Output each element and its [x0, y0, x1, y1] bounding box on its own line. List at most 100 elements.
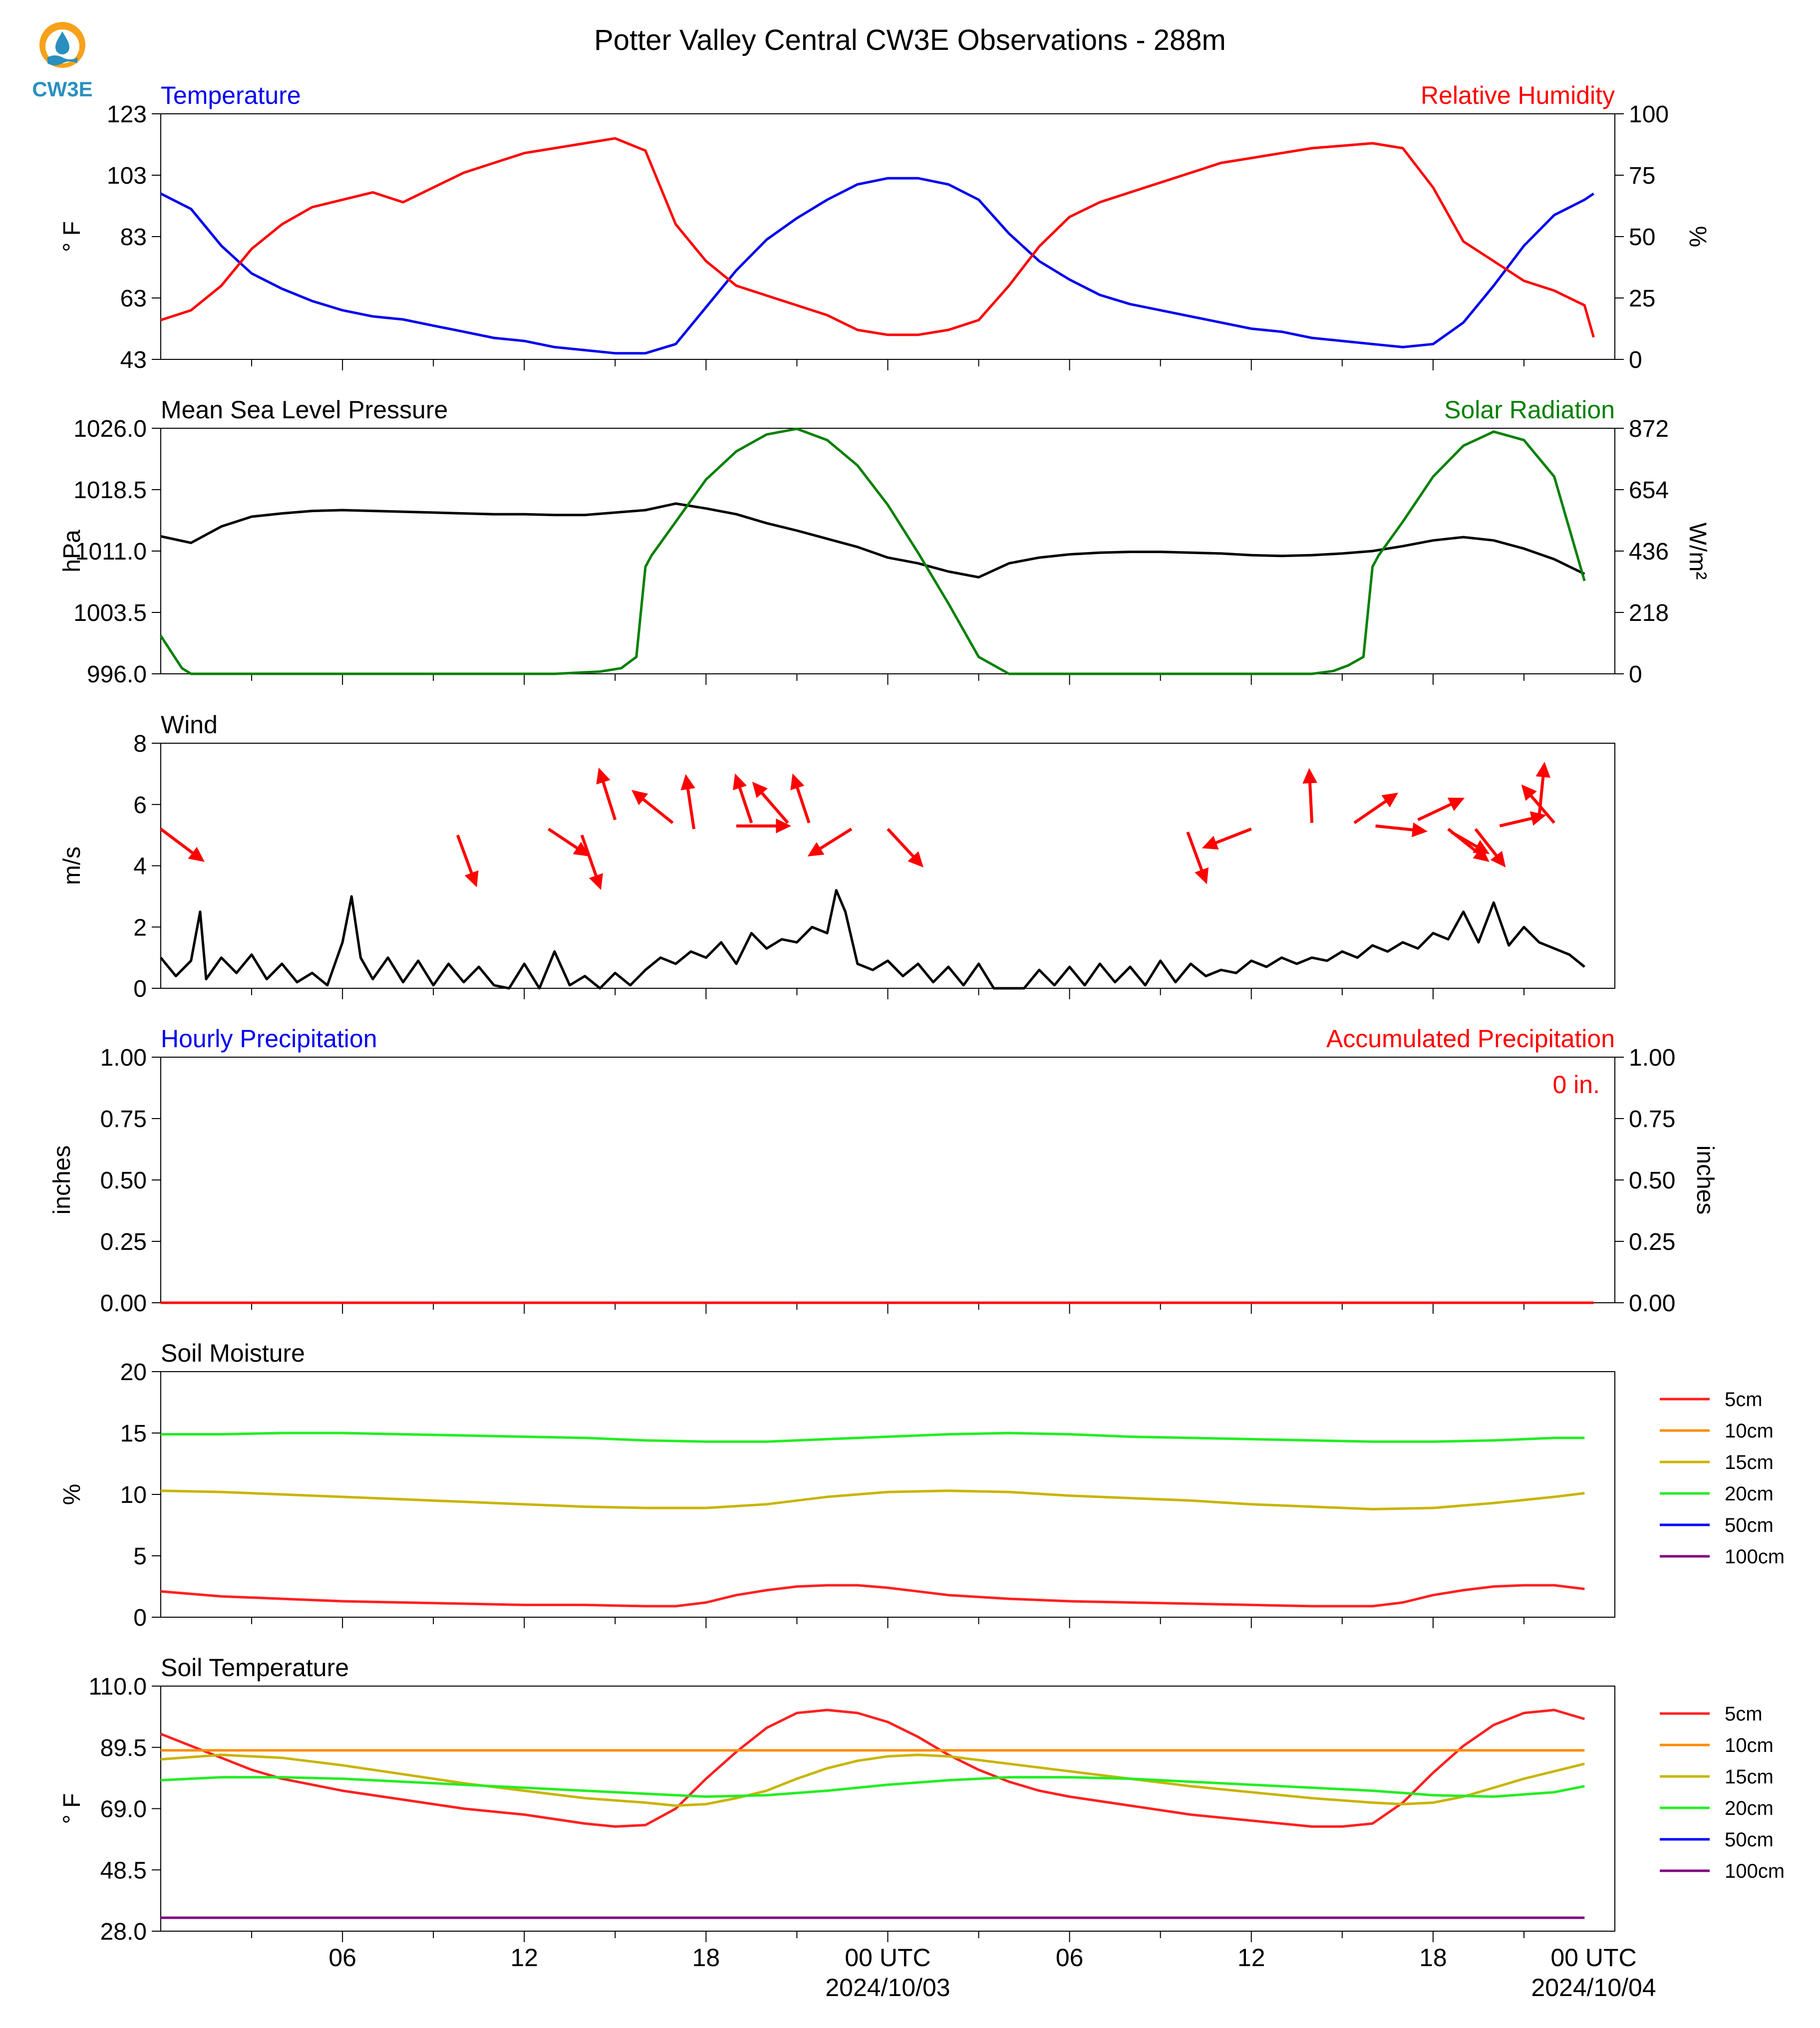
y2-tick-label: 872 — [1629, 416, 1669, 442]
y-tick-label: 103 — [107, 163, 147, 189]
wind-arrow-shaft — [815, 828, 853, 853]
wind-arrow-shaft — [736, 782, 753, 824]
panel-temp_rh: Temperature Relative Humidity 123 103 83 63 43… — [59, 81, 1711, 373]
wind-arrow-shaft — [638, 795, 674, 824]
x-tick-label: 12 — [510, 1944, 538, 1972]
y-axis-label: ° F — [59, 221, 85, 252]
wind-arrow-head — [1202, 836, 1219, 850]
y-axis-label: inches — [49, 1146, 75, 1215]
panel-soil_moisture: Soil Moisture 20 15 10 5 0% 5cm 10cm 15cm 20cm 50c… — [59, 1339, 1785, 1631]
panel-title-left: Temperature — [161, 81, 301, 109]
y-tick-label: 0.00 — [100, 1290, 147, 1317]
legend-label: 100cm — [1725, 1546, 1785, 1568]
panel-precip: Hourly Precipitation Accumulated Precipit… — [49, 1025, 1718, 1317]
wind-arrow-head — [908, 851, 923, 868]
legend-label: 50cm — [1725, 1829, 1774, 1851]
x-tick-label: 06 — [1056, 1944, 1084, 1972]
panel-pressure_solar: Mean Sea Level Pressure Solar Radiation 10… — [59, 396, 1711, 688]
wind-arrow-head — [1473, 847, 1490, 862]
cw3e-logo-text: CW3E — [32, 77, 93, 101]
wind-arrow-head — [1412, 822, 1428, 838]
y2-tick-label: 0 — [1629, 347, 1642, 373]
y2-tick-label: 218 — [1629, 600, 1669, 626]
y-tick-label: 6 — [133, 792, 147, 819]
y2-tick-label: 100 — [1629, 101, 1669, 128]
legend-label: 5cm — [1725, 1389, 1763, 1411]
y-tick-label: 43 — [120, 347, 147, 373]
series-line-20cm — [160, 1776, 1585, 1798]
legend-label: 15cm — [1725, 1766, 1774, 1788]
y2-axis-label: W/m² — [1684, 523, 1711, 580]
plot-frame — [160, 1057, 1615, 1303]
y-tick-label: 2 — [133, 914, 147, 941]
y-tick-label: 123 — [107, 101, 147, 128]
panel-title-left: Wind — [161, 711, 218, 739]
panel-soil_temp: Soil Temperature 110.0 89.5 69.0 48.5 28.0 ° F… — [59, 1654, 1785, 1945]
y2-axis-label: inches — [1692, 1146, 1718, 1215]
y-tick-label: 8 — [133, 731, 147, 757]
wind-arrow-head — [1195, 867, 1209, 884]
legend-label: 50cm — [1725, 1514, 1774, 1536]
wind-arrow-head — [1302, 768, 1317, 784]
y2-tick-label: 0.50 — [1629, 1167, 1675, 1194]
series-line-relative-humidity — [160, 137, 1595, 338]
x-tick-label: 18 — [692, 1944, 720, 1972]
wind-arrow-head — [752, 782, 768, 798]
wind-arrow-head — [589, 873, 603, 890]
wind-arrow-shaft — [580, 835, 600, 881]
y2-tick-label: 436 — [1629, 539, 1669, 565]
wind-arrow-head — [807, 842, 825, 857]
panel-title-left: Soil Temperature — [161, 1654, 349, 1682]
y-tick-label: 0.50 — [100, 1167, 147, 1194]
series-line-5cm — [160, 1584, 1585, 1608]
series-line-wind-speed — [160, 889, 1585, 990]
series-line-20cm — [161, 1432, 1585, 1443]
panel-title-left: Hourly Precipitation — [161, 1025, 377, 1053]
wind-arrow-head — [1381, 793, 1399, 808]
series-line-15cm — [160, 1489, 1585, 1510]
y-tick-label: 5 — [133, 1543, 147, 1570]
y-tick-label: 83 — [120, 224, 147, 251]
wind-arrow-shaft — [1186, 831, 1205, 875]
accumulated-total-label: 0 in. — [1552, 1071, 1600, 1099]
wind-arrow-shaft — [1353, 797, 1391, 825]
y2-tick-label: 25 — [1629, 286, 1655, 312]
figure-title: Potter Valley Central CW3E Observations … — [594, 24, 1226, 56]
y-tick-label: 1011.0 — [75, 539, 147, 565]
x-tick-label: 18 — [1419, 1944, 1447, 1972]
wind-arrow-head — [733, 773, 747, 791]
wind-arrow-shaft — [1499, 816, 1537, 828]
legend-label: 10cm — [1725, 1735, 1774, 1756]
wind-arrow-head — [1473, 840, 1490, 854]
y2-tick-label: 50 — [1629, 224, 1655, 251]
wind-arrow-shaft — [160, 828, 198, 858]
wind-arrow-head — [1529, 811, 1546, 826]
y-tick-label: 0.25 — [100, 1229, 147, 1255]
y-tick-label: 63 — [120, 286, 147, 312]
wind-arrow-shaft — [887, 828, 918, 862]
series-line-solar-radiation — [159, 427, 1586, 675]
y-tick-label: 20 — [120, 1359, 147, 1386]
panel-wind: Wind 8 6 4 2 0 m/s — [59, 711, 1615, 1002]
series-line-temperature — [160, 177, 1594, 355]
wind-arrow-shaft — [1375, 824, 1418, 832]
y-tick-label: 1018.5 — [73, 477, 147, 504]
y-tick-label: 28.0 — [100, 1919, 147, 1945]
y-tick-label: 110.0 — [88, 1674, 147, 1700]
wind-arrow-head — [631, 790, 648, 806]
x-date-label: 2024/10/03 — [825, 1974, 950, 2002]
y2-tick-label: 0 — [1629, 661, 1642, 688]
y-axis-label: ° F — [59, 1793, 85, 1824]
wind-arrow-head — [464, 870, 479, 887]
wind-arrow-shaft — [1474, 828, 1501, 861]
y-tick-label: 1026.0 — [73, 416, 147, 442]
y2-axis-label: % — [1684, 226, 1711, 248]
legend-label: 15cm — [1725, 1451, 1774, 1473]
y2-tick-label: 1.00 — [1629, 1045, 1675, 1071]
y-tick-label: 1.00 — [100, 1045, 147, 1071]
x-tick-label: 00 UTC — [845, 1944, 930, 1972]
wind-arrow-shaft — [757, 788, 789, 824]
panel-title-left: Soil Moisture — [161, 1339, 305, 1367]
wind-arrow-shaft — [794, 782, 811, 824]
y-axis-label: m/s — [59, 847, 85, 885]
